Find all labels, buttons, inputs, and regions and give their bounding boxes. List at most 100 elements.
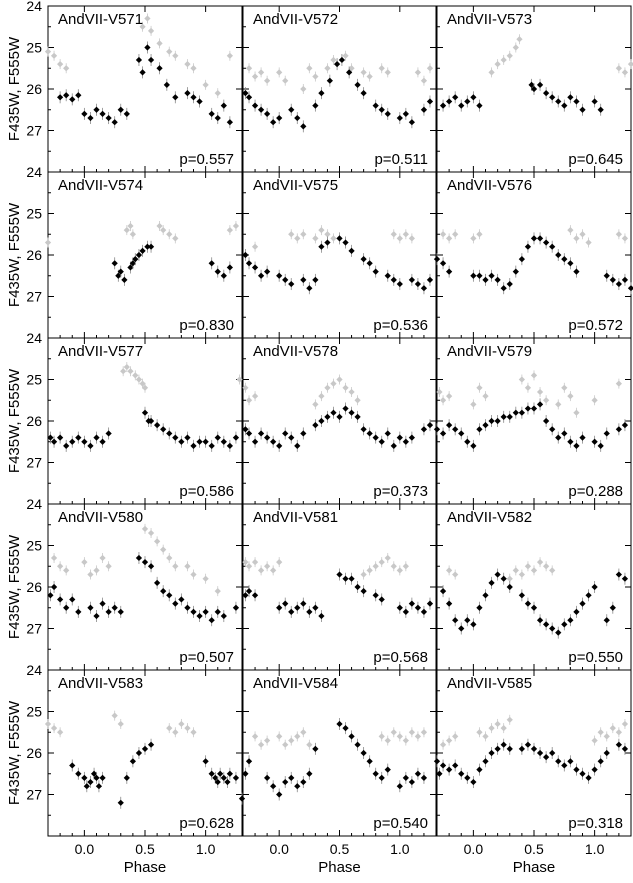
data-point: [342, 239, 349, 246]
data-point: [129, 758, 136, 765]
data-point: [488, 69, 495, 76]
panel-title: AndVII-V576: [447, 177, 532, 194]
data-point: [141, 745, 149, 752]
data-point: [597, 106, 604, 113]
y-axis-label: F435W, F555W: [6, 36, 23, 141]
data-point: [420, 426, 428, 433]
data-point: [288, 231, 295, 238]
period-label: p=0.288: [568, 483, 623, 500]
data-point: [360, 69, 367, 76]
data-point: [214, 434, 221, 441]
data-point: [257, 741, 265, 748]
data-point: [402, 608, 409, 616]
data-point: [81, 558, 88, 566]
data-point: [494, 60, 501, 68]
data-point: [324, 65, 331, 72]
series-f555w: [111, 240, 233, 286]
data-point: [408, 276, 415, 284]
data-point: [567, 758, 574, 765]
data-point: [561, 102, 568, 109]
data-point: [81, 438, 88, 445]
data-point: [567, 94, 574, 101]
data-point: [333, 60, 341, 68]
data-point: [57, 563, 64, 570]
data-point: [621, 720, 629, 728]
data-point: [105, 114, 112, 122]
period-label: p=0.507: [179, 649, 234, 666]
data-point: [524, 405, 532, 412]
data-point: [524, 600, 532, 607]
data-point: [518, 571, 525, 578]
data-point: [342, 405, 349, 412]
data-point: [555, 758, 562, 765]
data-point: [208, 260, 215, 267]
data-point: [573, 608, 580, 616]
data-point: [81, 110, 88, 118]
data-point: [69, 438, 76, 445]
data-point: [366, 567, 373, 574]
data-point: [384, 554, 391, 562]
data-point: [372, 563, 379, 570]
data-point: [555, 401, 562, 408]
data-point: [402, 438, 409, 445]
series-f435w: [44, 710, 197, 738]
data-point: [408, 600, 415, 607]
period-label: p=0.550: [568, 649, 623, 666]
data-point: [166, 231, 173, 238]
data-point: [516, 36, 523, 43]
data-point: [512, 268, 519, 275]
data-point: [166, 724, 173, 732]
data-point: [366, 260, 373, 267]
data-point: [276, 272, 283, 279]
data-point: [172, 52, 179, 59]
data-point: [154, 422, 161, 429]
panel-andvii-v584: [242, 669, 437, 837]
data-point: [282, 276, 289, 284]
series-f435w: [446, 557, 556, 584]
data-point: [312, 102, 319, 109]
data-point: [184, 563, 191, 570]
data-point: [202, 608, 209, 616]
data-point: [184, 724, 191, 732]
data-point: [402, 737, 409, 744]
data-point: [242, 770, 249, 777]
data-point: [306, 741, 313, 748]
data-point: [494, 720, 501, 728]
data-point: [561, 430, 568, 437]
data-point: [396, 114, 403, 122]
data-point: [506, 280, 513, 288]
data-point: [518, 409, 525, 416]
data-point: [579, 770, 586, 777]
data-point: [494, 417, 501, 425]
data-point: [57, 60, 64, 68]
data-point: [93, 612, 100, 620]
data-point: [251, 264, 259, 271]
series-f435w: [242, 552, 409, 580]
data-point: [166, 430, 173, 437]
data-point: [603, 733, 610, 740]
data-point: [44, 48, 52, 55]
series-f435w: [245, 50, 434, 94]
data-point: [530, 745, 538, 752]
period-label: p=0.628: [179, 815, 234, 832]
data-point: [324, 239, 331, 246]
data-point: [172, 600, 179, 607]
data-point: [288, 280, 295, 288]
panel-title: AndVII-V574: [58, 177, 143, 194]
data-point: [342, 575, 349, 582]
data-point: [50, 724, 58, 732]
data-point: [518, 256, 525, 263]
data-point: [476, 729, 483, 736]
data-point: [300, 778, 307, 786]
data-point: [226, 119, 233, 126]
data-point: [536, 388, 544, 396]
data-point: [366, 73, 373, 80]
data-point: [251, 438, 259, 445]
data-point: [93, 434, 100, 441]
data-point: [518, 376, 525, 383]
data-point: [75, 770, 82, 777]
data-point: [573, 442, 580, 450]
data-point: [384, 110, 391, 118]
data-point: [561, 621, 568, 628]
data-point: [75, 92, 82, 99]
